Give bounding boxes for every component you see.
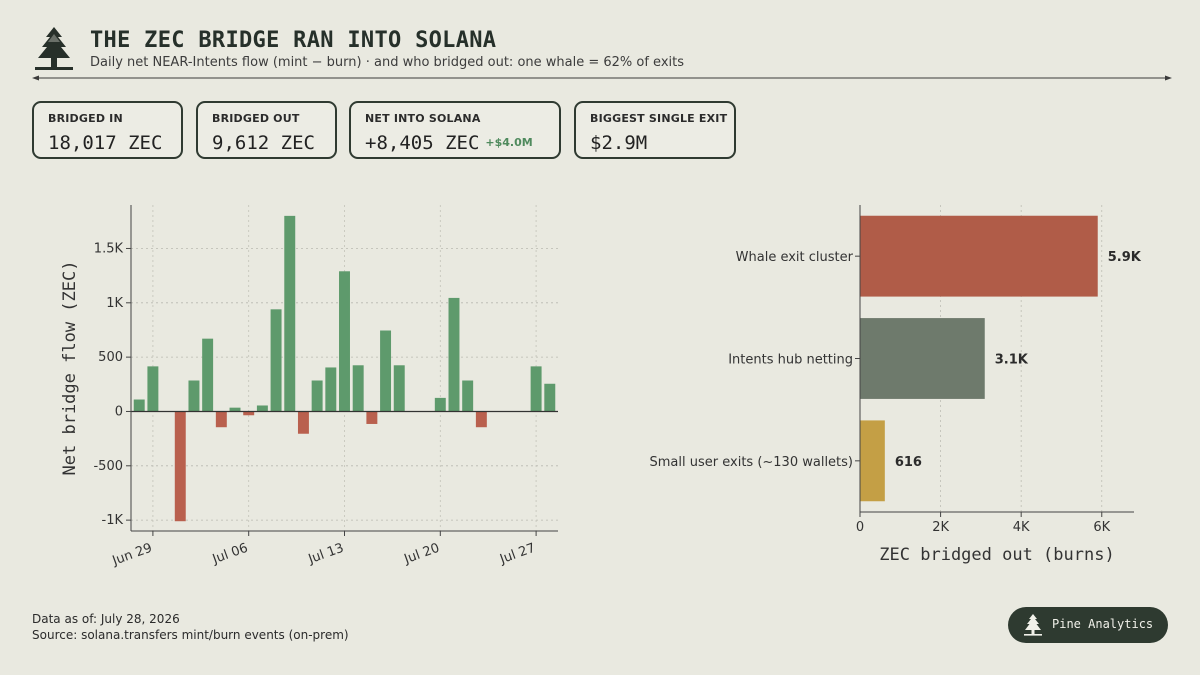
flow-bar bbox=[311, 380, 323, 412]
flow-bar bbox=[215, 411, 227, 428]
flow-bar bbox=[475, 411, 487, 428]
flow-bar bbox=[270, 309, 282, 412]
y-tick-label: -500 bbox=[93, 459, 123, 474]
kpi-value: +8,405 ZEC +$4.0M bbox=[365, 132, 533, 154]
page-subtitle: Daily net NEAR-Intents flow (mint − burn… bbox=[90, 55, 685, 70]
x-tick-label: Jul 20 bbox=[401, 541, 441, 568]
y-tick-label: 1.5K bbox=[94, 241, 124, 256]
data-source: Source: solana.transfers mint/burn event… bbox=[32, 628, 349, 642]
kpi-label: NET INTO SOLANA bbox=[365, 112, 481, 125]
kpi-label: BRIDGED OUT bbox=[212, 112, 300, 125]
flow-bar bbox=[530, 366, 542, 412]
kpi-card-bridged-out: BRIDGED OUT 9,612 ZEC bbox=[196, 101, 337, 159]
x-tick-label: 0 bbox=[856, 520, 864, 535]
flow-bar bbox=[544, 383, 556, 412]
x-tick-label: 6K bbox=[1093, 520, 1110, 535]
x-tick-label: Jul 13 bbox=[306, 541, 346, 568]
kpi-delta: +$4.0M bbox=[485, 136, 533, 149]
kpi-label: BIGGEST SINGLE EXIT bbox=[590, 112, 728, 125]
data-label: 616 bbox=[895, 455, 922, 470]
flow-bar bbox=[462, 380, 474, 412]
kpi-value: $2.9M bbox=[590, 132, 648, 154]
y-tick-label: 1K bbox=[106, 296, 123, 311]
flow-bar bbox=[229, 407, 241, 412]
kpi-card-bridged-in: BRIDGED IN 18,017 ZEC bbox=[32, 101, 183, 159]
x-tick-label: 2K bbox=[932, 520, 949, 535]
flow-bar bbox=[297, 411, 309, 434]
x-axis-label: ZEC bridged out (burns) bbox=[879, 545, 1114, 565]
exit-bar bbox=[860, 318, 985, 399]
flow-bar bbox=[284, 215, 296, 412]
flow-bar bbox=[243, 411, 255, 416]
exit-bar bbox=[860, 420, 885, 502]
header: THE ZEC BRIDGE RAN INTO SOLANA Daily net… bbox=[32, 26, 1172, 86]
data-as-of: Data as of: July 28, 2026 bbox=[32, 612, 180, 626]
kpi-value: 9,612 ZEC bbox=[212, 132, 315, 154]
y-tick-label: 0 bbox=[115, 404, 123, 419]
daily-net-flow-chart: -1K -500 0 500 1K 1.5K Jun 29 Jul 06 Jul 13 Jul 2… bbox=[60, 205, 558, 569]
brand-badge: Pine Analytics bbox=[1008, 607, 1168, 643]
header-divider bbox=[32, 75, 1172, 81]
kpi-label: BRIDGED IN bbox=[48, 112, 123, 125]
flow-bar bbox=[325, 367, 337, 412]
flow-bar bbox=[393, 365, 405, 412]
y-tick-label: 500 bbox=[98, 350, 123, 365]
flow-bar bbox=[366, 411, 378, 424]
exit-bar bbox=[860, 215, 1098, 297]
flow-bar bbox=[352, 365, 364, 412]
category-label: Small user exits (~130 wallets) bbox=[650, 455, 853, 470]
category-label: Intents hub netting bbox=[728, 353, 853, 368]
pine-tree-icon bbox=[35, 27, 73, 70]
flow-bar bbox=[147, 366, 159, 412]
data-label: 3.1K bbox=[995, 353, 1029, 368]
x-tick-label: Jun 29 bbox=[110, 541, 155, 569]
y-axis-label: Net bridge flow (ZEC) bbox=[60, 261, 80, 476]
y-tick-label: -1K bbox=[102, 513, 124, 528]
page-title: THE ZEC BRIDGE RAN INTO SOLANA bbox=[90, 28, 497, 53]
bridged-out-breakdown-chart: 0 2K 4K 6K Whale exit cluster 5.9K Intents hub… bbox=[650, 205, 1142, 565]
flow-bar bbox=[256, 405, 268, 412]
flow-bar bbox=[339, 271, 350, 412]
kpi-card-biggest-single-exit: BIGGEST SINGLE EXIT $2.9M bbox=[574, 101, 736, 159]
x-tick-label: 4K bbox=[1013, 520, 1030, 535]
kpi-value: 18,017 ZEC bbox=[48, 132, 163, 154]
kpi-card-net-into-solana: NET INTO SOLANA +8,405 ZEC +$4.0M bbox=[349, 101, 561, 159]
flow-bar bbox=[174, 411, 186, 522]
flow-bar bbox=[434, 397, 446, 412]
flow-bar bbox=[448, 297, 460, 412]
pine-tree-icon bbox=[1024, 614, 1042, 636]
category-label: Whale exit cluster bbox=[736, 250, 854, 265]
data-label: 5.9K bbox=[1108, 250, 1142, 265]
flow-bar bbox=[380, 330, 392, 412]
brand-name: Pine Analytics bbox=[1052, 617, 1154, 631]
flow-bar bbox=[188, 380, 200, 412]
flow-bar bbox=[202, 338, 214, 412]
flow-bar bbox=[133, 399, 145, 412]
x-tick-label: Jul 06 bbox=[210, 541, 250, 568]
x-tick-label: Jul 27 bbox=[497, 541, 537, 568]
